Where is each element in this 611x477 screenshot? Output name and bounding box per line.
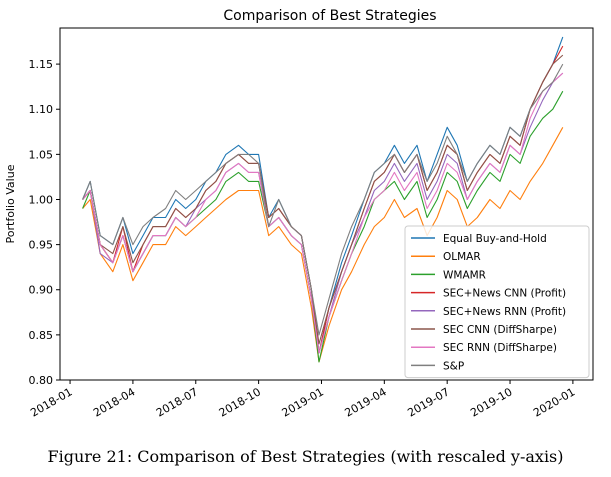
y-tick-label: 1.10 (29, 103, 54, 116)
y-axis-label: Portfolio Value (4, 164, 17, 243)
plot-frame (59, 27, 594, 381)
legend-box (404, 225, 590, 379)
chart-svg: Comparison of Best Strategies Portfolio … (4, 8, 594, 420)
y-tick-label: 0.80 (29, 374, 54, 387)
y-tick-label: 0.85 (29, 329, 54, 342)
x-tick-label: 2018-07 (154, 385, 200, 419)
legend: Equal Buy-and-Hold OLMAR WMAMR SEC+News CNN… (404, 225, 590, 379)
x-tick-label: 2018-04 (91, 385, 137, 419)
legend-label: SEC+News CNN (Profit) (443, 288, 566, 300)
legend-label: SEC RNN (DiffSharpe) (443, 342, 557, 354)
figure-caption: Figure 21: Comparison of Best Strategies… (47, 447, 564, 466)
x-tick-label: 2019-04 (343, 385, 389, 419)
y-tick-label: 1.05 (29, 148, 54, 161)
legend-label: Equal Buy-and-Hold (443, 233, 547, 245)
legend-label: S&P (443, 360, 464, 372)
series-line-s-p (82, 63, 564, 336)
x-tick-label: 2020-01 (531, 385, 577, 419)
chart-title: Comparison of Best Strategies (223, 8, 436, 24)
y-tick-label: 0.90 (29, 284, 54, 297)
x-tick-label: 2018-10 (217, 385, 263, 419)
x-tick-label: 2019-07 (405, 385, 451, 419)
x-axis: 2018-01 2018-04 2018-07 2018-10 2019-01 2019-… (28, 380, 577, 420)
y-tick-label: 0.95 (29, 239, 54, 252)
legend-label: OLMAR (443, 251, 481, 263)
x-tick-label: 2018-01 (28, 385, 74, 419)
legend-label: SEC CNN (DiffSharpe) (443, 324, 557, 336)
y-tick-label: 1.00 (29, 193, 54, 206)
y-axis: 0.80 0.85 0.90 0.95 1.00 1.05 1.10 1.15 (29, 58, 60, 387)
legend-label: SEC+News RNN (Profit) (443, 306, 566, 318)
x-tick-label: 2019-01 (280, 385, 326, 419)
series-lines (82, 36, 564, 363)
x-tick-label: 2019-10 (468, 385, 514, 419)
chart: Comparison of Best Strategies Portfolio … (4, 8, 594, 420)
legend-label: WMAMR (443, 269, 486, 281)
y-tick-label: 1.15 (29, 58, 54, 71)
series-line-sec-cnn-diffsharpe (82, 54, 564, 345)
series-line-sec-rnn-diffsharpe (82, 72, 564, 354)
